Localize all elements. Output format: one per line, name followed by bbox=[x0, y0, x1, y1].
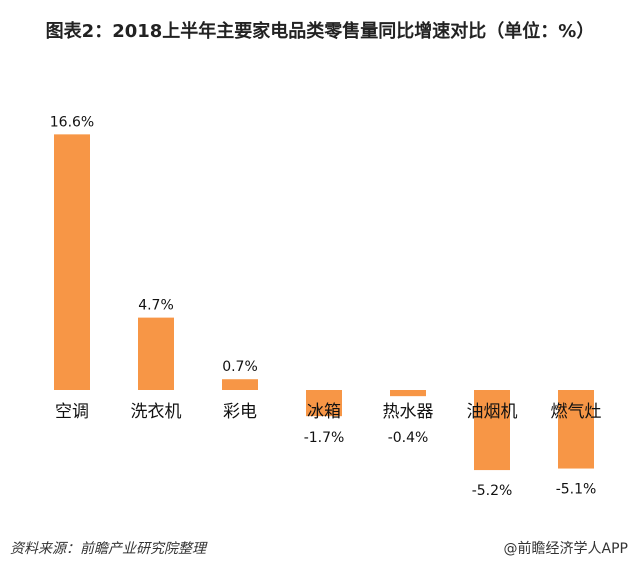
category-label: 空调 bbox=[55, 402, 89, 422]
category-label: 冰箱 bbox=[307, 402, 341, 422]
source-note: 资料来源：前瞻产业研究院整理 bbox=[10, 541, 206, 557]
value-label: 16.6% bbox=[50, 114, 94, 130]
category-label: 热水器 bbox=[383, 402, 434, 422]
bar-5 bbox=[474, 390, 510, 471]
category-label: 彩电 bbox=[223, 402, 257, 422]
value-label: -5.2% bbox=[472, 483, 513, 499]
credit-note: @前瞻经济学人APP bbox=[503, 541, 628, 557]
chart-title: 图表2：2018上半年主要家电品类零售量同比增速对比（单位：%） bbox=[45, 21, 595, 42]
bar-3 bbox=[306, 390, 342, 417]
value-label: -5.1% bbox=[556, 482, 597, 498]
bar-4 bbox=[390, 390, 426, 397]
category-label: 洗衣机 bbox=[131, 402, 182, 422]
value-label: 0.7% bbox=[222, 359, 258, 375]
bar-2 bbox=[222, 379, 258, 390]
value-label: 4.7% bbox=[138, 298, 174, 314]
bar-6 bbox=[558, 390, 594, 469]
value-label: -0.4% bbox=[388, 430, 429, 446]
category-label: 油烟机 bbox=[467, 402, 518, 422]
category-label: 燃气灶 bbox=[551, 402, 602, 422]
bar-0 bbox=[54, 134, 90, 390]
bar-1 bbox=[138, 317, 174, 390]
value-label: -1.7% bbox=[304, 430, 345, 446]
